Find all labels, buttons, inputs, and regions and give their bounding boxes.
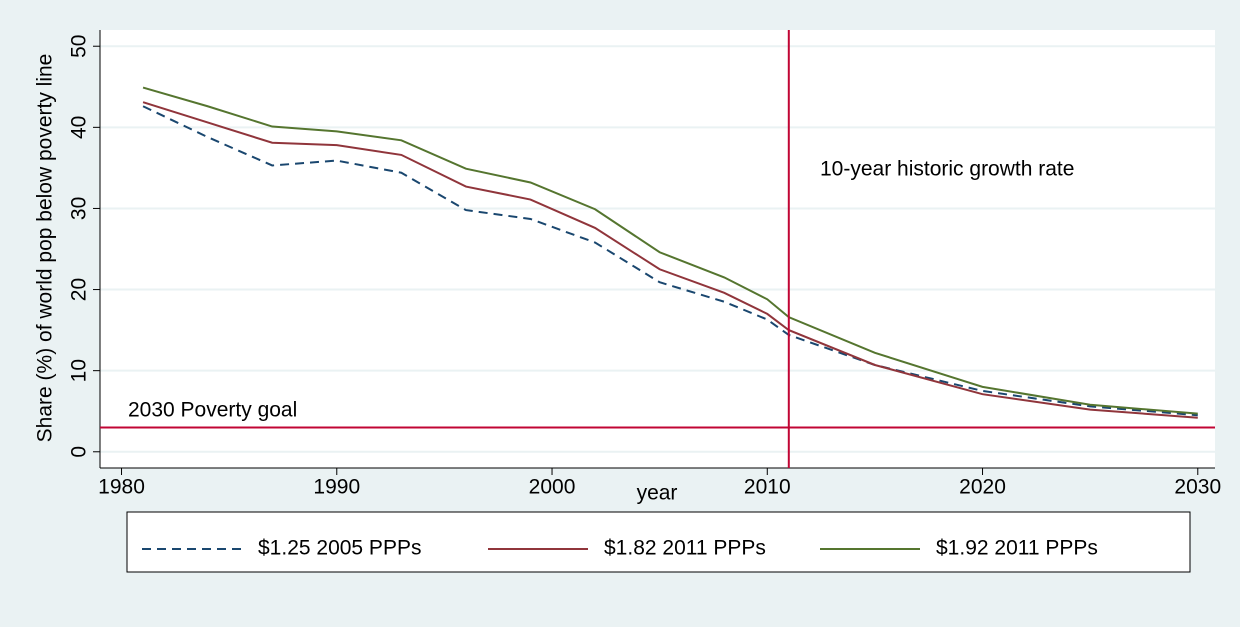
series-line [142, 86, 1198, 415]
legend-box [126, 511, 1191, 573]
x-tick-label: 2010 [744, 476, 791, 499]
x-axis-label: year [637, 482, 678, 505]
x-tick-label: 2030 [1174, 476, 1221, 499]
annotation: 2030 Poverty goal [128, 399, 297, 422]
y-tick-label: 30 [68, 197, 91, 220]
series-line [142, 101, 1198, 419]
legend-label: $1.25 2005 PPPs [258, 537, 421, 560]
x-tick-label: 1980 [98, 476, 145, 499]
y-tick-label: 40 [68, 116, 91, 139]
y-tick-label: 20 [68, 278, 91, 301]
y-tick-label: 50 [68, 35, 91, 58]
legend-label: $1.82 2011 PPPs [604, 537, 766, 560]
x-tick-label: 2000 [529, 476, 576, 499]
y-axis-label: Share (%) of world pop below poverty lin… [34, 54, 57, 443]
x-tick-label: 2020 [959, 476, 1006, 499]
y-tick-label: 0 [68, 446, 91, 458]
series-line [142, 105, 1198, 417]
x-tick-label: 1990 [313, 476, 360, 499]
legend-label: $1.92 2011 PPPs [936, 537, 1098, 560]
annotation: 10-year historic growth rate [820, 158, 1074, 181]
y-tick-label: 10 [68, 359, 91, 382]
